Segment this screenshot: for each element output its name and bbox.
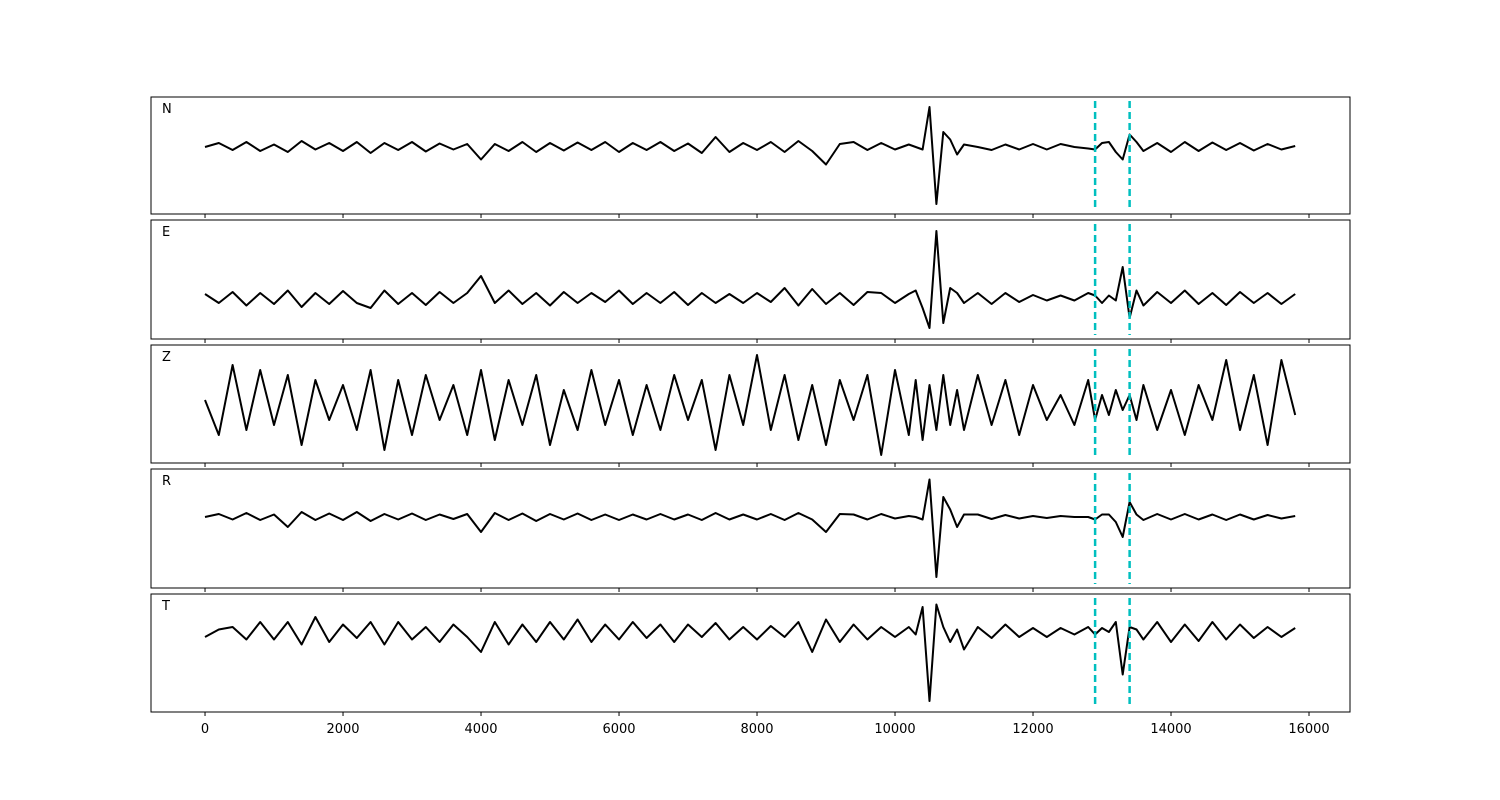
panel-frame: [150, 96, 1351, 215]
trace: [204, 230, 1296, 329]
panel-frame: [150, 219, 1351, 340]
x-tick-label: 8000: [740, 722, 773, 737]
panel-label: T: [161, 599, 170, 614]
trace: [204, 603, 1296, 702]
panel-frame: [150, 344, 1351, 464]
panel-label: Z: [162, 350, 171, 365]
trace: [204, 354, 1297, 456]
x-tick-label: 12000: [1012, 722, 1053, 737]
x-tick-label: 2000: [326, 722, 359, 737]
x-tick-label: 14000: [1150, 722, 1191, 737]
x-tick-label: 4000: [464, 722, 497, 737]
trace: [204, 478, 1296, 578]
x-tick-label: 16000: [1288, 722, 1329, 737]
panel-label: N: [162, 102, 172, 117]
panel-label: E: [162, 225, 170, 240]
panel-frame: [150, 593, 1351, 713]
x-tick-label: 10000: [874, 722, 915, 737]
x-tick-label: 0: [201, 722, 209, 737]
panel-label: R: [162, 474, 171, 489]
x-tick-label: 6000: [602, 722, 635, 737]
trace: [204, 106, 1296, 205]
panel-frame: [150, 468, 1351, 589]
